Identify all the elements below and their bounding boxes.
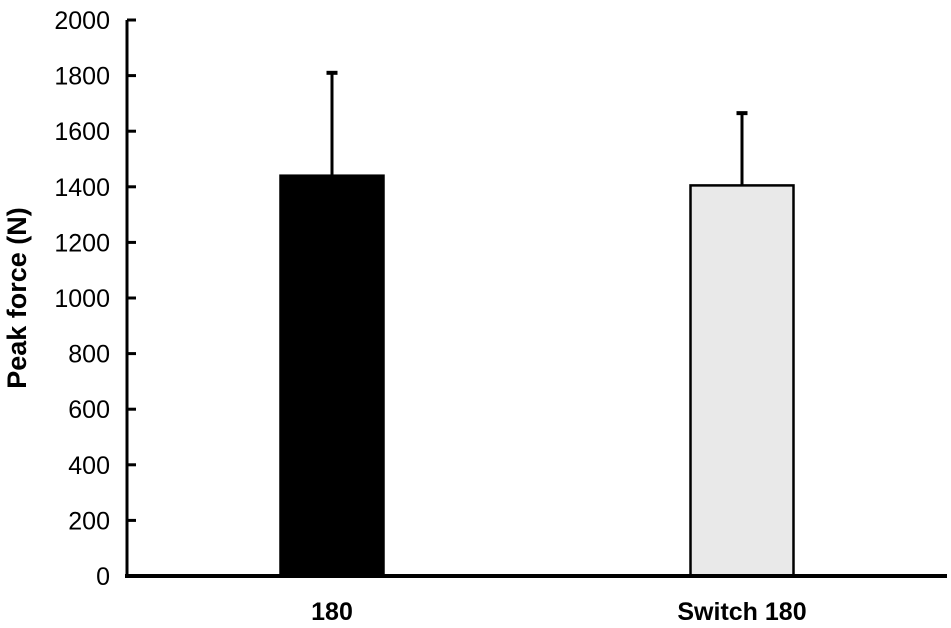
y-tick-label: 400 [68, 452, 110, 480]
y-tick-label: 1200 [54, 229, 110, 257]
y-tick-label: 1800 [54, 63, 110, 91]
y-tick-label: 800 [68, 341, 110, 369]
y-tick-label: 2000 [54, 7, 110, 35]
y-tick-label: 200 [68, 507, 110, 535]
y-tick-label: 1600 [54, 118, 110, 146]
y-tick-label: 1400 [54, 174, 110, 202]
bar-2 [689, 184, 795, 578]
y-tick-label: 0 [96, 563, 110, 591]
y-tick-label: 600 [68, 396, 110, 424]
category-label: Switch 180 [677, 598, 806, 626]
y-axis-title: Peak force (N) [2, 207, 32, 389]
category-label: 180 [311, 598, 353, 626]
plot-layer: 0 200 400 600 800 1000 1200 1400 1600 1800 2000 180… [54, 7, 947, 626]
bar-1 [279, 174, 385, 578]
y-tick-label: 1000 [54, 285, 110, 313]
